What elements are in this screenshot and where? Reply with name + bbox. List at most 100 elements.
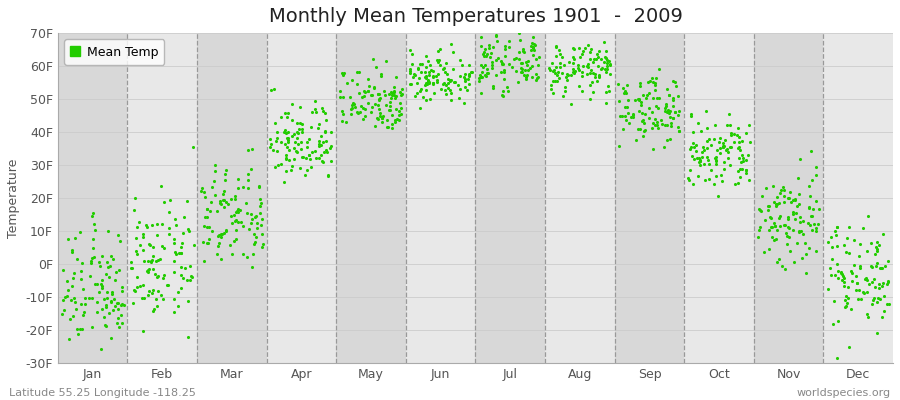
Point xyxy=(599,48,614,54)
Point xyxy=(716,140,731,146)
Point xyxy=(344,110,358,117)
Point xyxy=(375,115,390,122)
Point xyxy=(593,66,608,72)
Point xyxy=(305,109,320,116)
Point xyxy=(280,144,294,150)
Point xyxy=(418,87,433,94)
Point xyxy=(479,72,493,79)
Point xyxy=(852,241,867,248)
Point xyxy=(767,199,781,205)
Point xyxy=(561,72,575,78)
Point xyxy=(124,259,139,265)
Point xyxy=(612,143,626,150)
Point xyxy=(277,179,292,185)
Point xyxy=(426,74,440,80)
Point xyxy=(444,77,458,83)
Point xyxy=(198,194,212,200)
Point xyxy=(294,154,309,160)
Point xyxy=(429,57,444,64)
Point xyxy=(140,222,154,228)
Point xyxy=(312,154,327,161)
Point xyxy=(742,177,756,184)
Point xyxy=(392,117,406,123)
Point xyxy=(316,139,330,145)
Point xyxy=(549,43,563,49)
Point xyxy=(875,314,889,320)
Point xyxy=(478,53,492,59)
Point xyxy=(831,268,845,274)
Point xyxy=(629,136,643,143)
Point xyxy=(404,81,419,87)
Point xyxy=(530,62,544,69)
Point xyxy=(638,127,652,133)
Point xyxy=(426,80,440,86)
Point xyxy=(426,73,440,79)
Point xyxy=(168,251,183,257)
Point xyxy=(783,189,797,195)
Point xyxy=(634,99,648,105)
Point xyxy=(83,273,97,280)
Point xyxy=(422,79,436,86)
Point xyxy=(282,147,296,153)
Point xyxy=(524,46,538,53)
Point xyxy=(752,224,767,230)
Point xyxy=(179,277,194,283)
Point xyxy=(336,70,350,76)
Point xyxy=(372,97,386,104)
Point xyxy=(339,80,354,87)
Point xyxy=(638,95,652,102)
Point xyxy=(586,58,600,65)
Point xyxy=(271,162,285,168)
Point xyxy=(136,247,150,253)
Point xyxy=(101,228,115,234)
Point xyxy=(590,62,605,69)
Point xyxy=(213,201,228,208)
Point xyxy=(281,110,295,116)
Point xyxy=(483,50,498,56)
Point xyxy=(657,144,671,150)
Point xyxy=(462,72,476,78)
Point xyxy=(356,93,371,99)
Point xyxy=(839,302,853,309)
Y-axis label: Temperature: Temperature xyxy=(7,158,20,238)
Point xyxy=(156,295,170,302)
Point xyxy=(421,77,436,83)
Point xyxy=(337,94,351,101)
Point xyxy=(374,115,389,122)
Point xyxy=(216,203,230,210)
Point xyxy=(181,298,195,304)
Point xyxy=(100,295,114,302)
Point xyxy=(78,301,93,307)
Point xyxy=(526,45,541,52)
Point xyxy=(410,89,424,96)
Point xyxy=(833,270,848,276)
Point xyxy=(566,44,580,51)
Point xyxy=(61,286,76,293)
Point xyxy=(598,58,612,65)
Point xyxy=(142,241,157,248)
Bar xyxy=(337,33,406,363)
Point xyxy=(410,80,425,86)
Point xyxy=(859,275,873,282)
Point xyxy=(526,41,541,48)
Point xyxy=(365,103,380,110)
Bar xyxy=(475,33,545,363)
Point xyxy=(166,309,181,315)
Point xyxy=(865,300,879,307)
Point xyxy=(739,130,753,136)
Point xyxy=(74,268,88,275)
Point xyxy=(248,213,263,220)
Point xyxy=(759,185,773,191)
Point xyxy=(568,68,582,74)
Point xyxy=(62,336,77,342)
Point xyxy=(515,68,529,75)
Point xyxy=(788,197,802,204)
Point xyxy=(255,244,269,250)
Point xyxy=(70,326,85,332)
Point xyxy=(495,61,509,68)
Point xyxy=(311,138,326,144)
Point xyxy=(382,107,397,113)
Point xyxy=(212,199,227,206)
Point xyxy=(365,92,380,98)
Point xyxy=(716,143,731,150)
